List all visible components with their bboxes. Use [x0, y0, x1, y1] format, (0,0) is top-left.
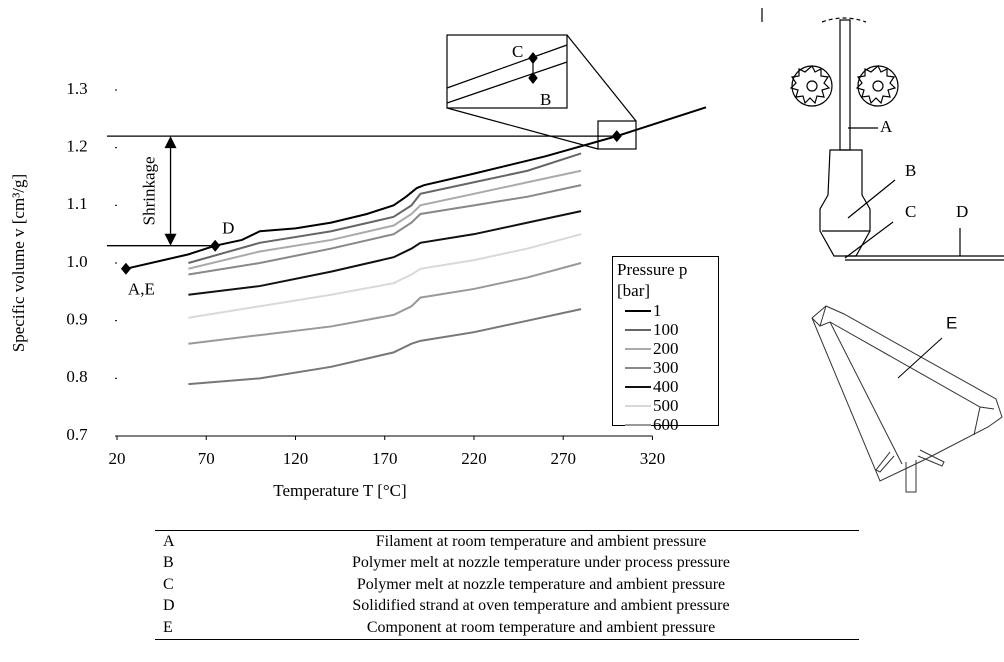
- x-tick-label: 20: [109, 449, 126, 468]
- legend-entry: 600: [617, 415, 714, 434]
- x-tick-label: 270: [550, 449, 576, 468]
- point-label: A,E: [128, 280, 155, 299]
- y-tick-label: 1.2: [66, 137, 87, 156]
- y-tick-label: 0.7: [66, 425, 88, 444]
- legend-label: 100: [653, 319, 679, 339]
- legend-entry: 200: [617, 339, 714, 358]
- table-text: Component at room temperature and ambien…: [366, 618, 716, 636]
- series-line: [188, 152, 582, 264]
- legend-entry: 500: [617, 396, 714, 415]
- legend: Pressure p [bar] 1 100 200 300 400 500 600: [612, 256, 719, 434]
- legend-label: 600: [653, 414, 679, 434]
- series-line: [188, 169, 582, 270]
- legend-swatch: [625, 404, 651, 407]
- y-axis-label: Specific volume v [cm³/g]: [9, 174, 28, 352]
- diagram-label: A: [880, 117, 893, 136]
- legend-label: 200: [653, 338, 679, 358]
- diagram-label: B: [905, 161, 916, 180]
- legend-swatch: [625, 309, 651, 312]
- legend-entry: 300: [617, 358, 714, 377]
- diagram-label: C: [905, 202, 916, 221]
- y-tick-label: 1.0: [66, 252, 87, 271]
- x-axis-label: Temperature T [°C]: [273, 481, 406, 500]
- legend-swatch: [625, 347, 651, 350]
- legend-entry: 100: [617, 320, 714, 339]
- legend-label: 400: [653, 376, 679, 396]
- x-tick-label: 320: [640, 449, 666, 468]
- y-tick-label: 0.8: [66, 367, 87, 386]
- arrow-head: [164, 136, 177, 149]
- legend-entry: 400: [617, 377, 714, 396]
- table-row: A Filament at room temperature and ambien…: [155, 531, 859, 553]
- series-line: [188, 184, 582, 276]
- x-tick-label: 70: [198, 449, 215, 468]
- y-tick-label: 1.3: [66, 79, 87, 98]
- y-tick-label: 1.1: [66, 194, 87, 213]
- annotation: Shrinkage: [139, 156, 158, 225]
- point-marker: [611, 130, 622, 143]
- table-text: Filament at room temperature and ambient…: [375, 532, 707, 550]
- inset-label: C: [512, 42, 523, 61]
- point-marker: [120, 262, 131, 275]
- diagram-label: D: [956, 202, 968, 221]
- point-label: D: [222, 219, 234, 238]
- legend-title: Pressure p [bar]: [617, 260, 688, 300]
- table-key: B: [163, 554, 174, 572]
- point-marker: [210, 239, 221, 252]
- inset-label: B: [540, 90, 551, 109]
- series-line: [188, 210, 582, 296]
- x-tick-label: 120: [283, 449, 309, 468]
- legend-label: 1: [653, 300, 662, 320]
- series-line: [188, 233, 582, 319]
- legend-label: 300: [653, 357, 679, 377]
- series-line: [125, 106, 707, 270]
- table-key: C: [163, 575, 174, 593]
- y-tick-label: 0.9: [66, 310, 87, 329]
- x-tick-label: 220: [461, 449, 487, 468]
- inset: [446, 34, 637, 150]
- table-row: B Polymer melt at nozzle temperature unde…: [155, 553, 859, 575]
- legend-swatch: [625, 385, 651, 388]
- legend-swatch: [625, 328, 651, 331]
- part-diagram: [811, 305, 1003, 493]
- legend-swatch: [625, 423, 651, 426]
- table-row: D Solidified strand at oven temperature a…: [155, 596, 859, 618]
- table-text: Polymer melt at nozzle temperature and a…: [356, 575, 726, 593]
- series-line: [188, 308, 582, 386]
- legend-label: 500: [653, 395, 679, 415]
- series-line: [188, 262, 582, 345]
- x-tick-label: 170: [372, 449, 398, 468]
- table-key: D: [163, 597, 175, 615]
- table-text: Polymer melt at nozzle temperature under…: [351, 554, 731, 572]
- legend-table: A Filament at room temperature and ambien…: [155, 530, 859, 640]
- legend-entry: 1: [617, 301, 714, 320]
- arrow-head: [164, 233, 177, 246]
- table-key: E: [163, 618, 173, 636]
- table-key: A: [163, 532, 175, 550]
- table-row: E Component at room temperature and ambie…: [155, 617, 859, 639]
- diagram-label: E: [946, 313, 957, 332]
- printer-diagram: [761, 8, 1004, 261]
- table-row: C Polymer melt at nozzle temperature and …: [155, 574, 859, 596]
- legend-swatch: [625, 366, 651, 369]
- table-text: Solidified strand at oven temperature an…: [352, 597, 730, 615]
